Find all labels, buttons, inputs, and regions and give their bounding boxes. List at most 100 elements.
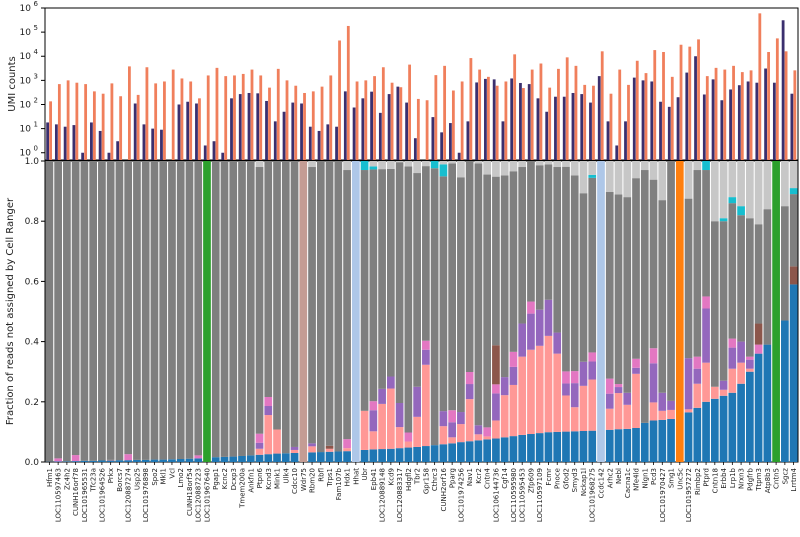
bottom-bar-salmon (510, 385, 518, 436)
bottom-bar-blue (781, 321, 789, 462)
bottom-bar-pink (615, 384, 623, 387)
top-bar-unassigned (213, 141, 216, 160)
top-bar-unassigned (484, 79, 487, 160)
bottom-bar-purple (264, 406, 272, 415)
bottom-bar-gray (63, 161, 71, 461)
bottom-bar-cyan (588, 175, 596, 178)
bottom-bar-salmon (667, 410, 675, 419)
bottom-bar-blue (343, 451, 351, 462)
top-bar-total (531, 70, 534, 160)
bottom-bar-blue (510, 436, 518, 462)
bottom-bar-salmon (501, 395, 509, 437)
bottom-bar-blue (98, 460, 106, 462)
bottom-bar-blue (702, 402, 710, 462)
bottom-bar-salmon (326, 449, 334, 452)
bottom-bar-salmon (369, 431, 377, 449)
bottom-bar-blue (273, 454, 281, 462)
bottom-bar-salmon (256, 449, 264, 455)
x-tick-label: Gfod2 (562, 468, 570, 489)
x-tick-label: Spo2 (151, 468, 159, 486)
bottom-y-tick-label: 0.8 (25, 217, 40, 227)
top-bar-total (575, 66, 578, 160)
bottom-bar-purple (702, 308, 710, 362)
bottom-bar-remainder (623, 161, 631, 197)
top-bar-total (618, 70, 621, 160)
bottom-bar-blue (720, 396, 728, 462)
bottom-bar-pink (562, 371, 570, 383)
bottom-bar-pink (194, 455, 202, 458)
top-y-tick-exponent: 6 (34, 0, 39, 8)
top-bar-unassigned (502, 121, 505, 160)
bottom-bar-pink (448, 410, 456, 422)
top-y-tick-label: 10 (20, 100, 32, 110)
x-tick-label: LOC110597109 (536, 468, 544, 522)
x-tick-label: LOC101965531 (81, 468, 89, 522)
bottom-bar-blue (492, 439, 500, 462)
top-bar-total (653, 50, 656, 160)
x-tick-label: Tbr2 (414, 468, 422, 485)
bottom-bar-blue (790, 284, 798, 462)
top-bar-total (548, 88, 551, 160)
bottom-bar-pink (632, 359, 640, 368)
top-bar-total (513, 54, 516, 160)
bottom-bar-salmon (615, 393, 623, 429)
bottom-bar-salmon (483, 436, 491, 439)
x-tick-label: LOC101970427 (659, 468, 667, 522)
bottom-bar-remainder (790, 161, 798, 188)
bottom-bar-blue (291, 453, 299, 462)
top-bar-total (110, 83, 113, 160)
top-bar-total (391, 83, 394, 160)
bottom-bar-blue (212, 457, 220, 462)
top-bar-total (356, 81, 359, 160)
bottom-bar-blue (483, 439, 491, 462)
bottom-bar-salmon (475, 434, 483, 440)
bottom-bar-cyan (361, 161, 369, 170)
bottom-bar-gray (133, 161, 141, 460)
bottom-bar-purple (475, 425, 483, 434)
x-tick-label: Arhc2 (606, 468, 614, 488)
bottom-bar-gray (186, 161, 194, 459)
top-y-tick-label: 10 (20, 4, 32, 14)
bottom-bar-blue (746, 372, 754, 462)
bottom-bar-remainder (378, 161, 386, 169)
bottom-bar-purple (501, 377, 509, 395)
x-tick-label: Prkx (107, 468, 115, 483)
bottom-bar-cyan (737, 206, 745, 215)
bottom-bar-gray (326, 161, 334, 446)
top-bar-unassigned (72, 125, 75, 160)
bottom-bar-remainder (440, 161, 448, 164)
top-bar-unassigned (283, 112, 286, 160)
top-bar-unassigned (160, 130, 163, 160)
bottom-bar-salmon (658, 411, 666, 420)
bottom-bar-remainder (510, 161, 518, 171)
top-bar-unassigned (694, 56, 697, 160)
top-bar-unassigned (467, 121, 470, 160)
bottom-bar-remainder (693, 161, 701, 170)
bottom-bar-salmon (685, 409, 693, 412)
x-tick-label: LOC101957272 (685, 468, 693, 522)
top-bar-total (277, 69, 280, 160)
bottom-bar-gray (553, 167, 561, 333)
bottom-bar-salmon (571, 407, 579, 431)
bottom-bar-pink (527, 302, 535, 314)
bottom-bar-purple (387, 377, 395, 389)
bottom-bar-purple (623, 393, 631, 405)
top-bar-total (137, 95, 140, 160)
bottom-bar-blue (247, 455, 255, 462)
top-bar-unassigned (64, 127, 67, 160)
top-y-tick-exponent: 0 (34, 145, 38, 153)
bottom-bar-gray (378, 169, 386, 389)
top-y-tick-exponent: 3 (34, 72, 38, 80)
bottom-bar-gray (238, 161, 246, 456)
top-bar-unassigned (668, 107, 671, 160)
bottom-bar-purple (291, 447, 299, 450)
bottom-bar-pink (571, 371, 579, 383)
bottom-bar-salmon (545, 336, 553, 432)
bottom-bar-remainder (501, 161, 509, 175)
bottom-bar-pink (466, 372, 474, 384)
x-tick-label: Erbb4 (720, 467, 728, 488)
x-tick-label: Ccdc142 (597, 468, 605, 498)
top-bar-total (373, 76, 376, 160)
top-bar-unassigned (116, 141, 119, 160)
